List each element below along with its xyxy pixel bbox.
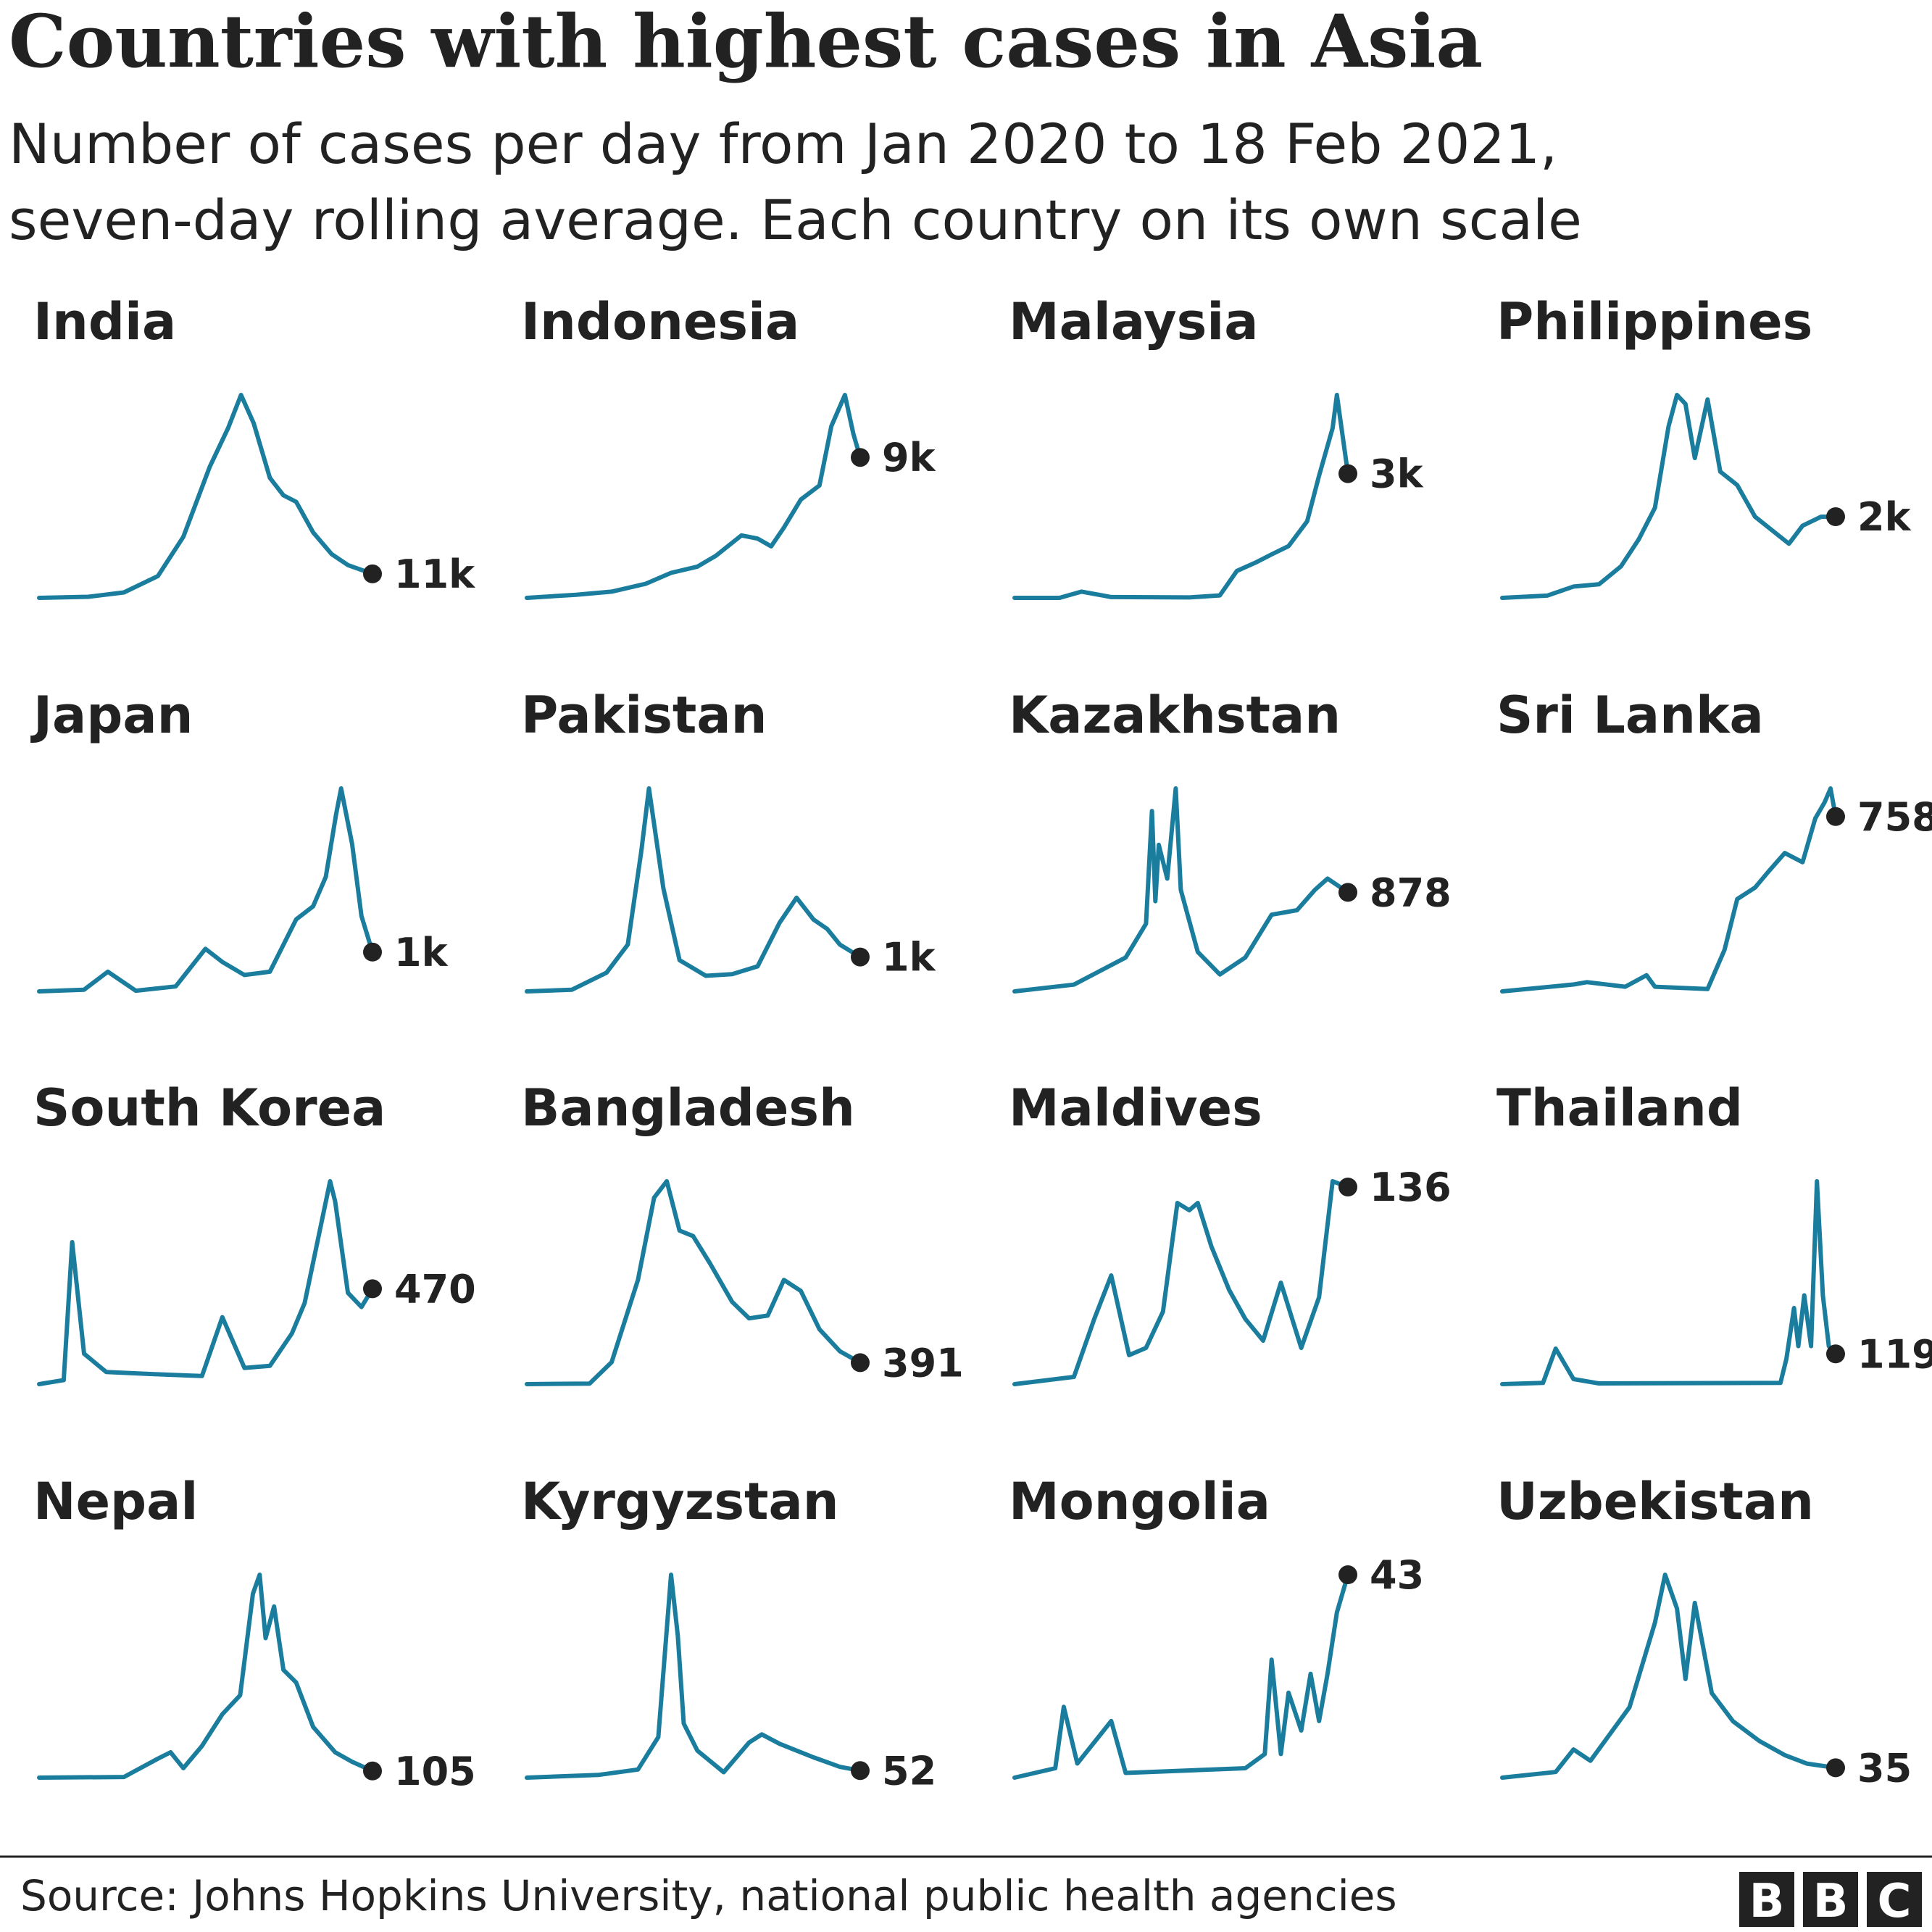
end-point-mongolia <box>1338 1565 1357 1584</box>
series-line-india <box>37 393 375 600</box>
panel-title-malaysia: Malaysia <box>1009 292 1259 351</box>
end-label-malaysia: 3k <box>1370 451 1424 497</box>
end-point-pakistan <box>851 947 870 967</box>
end-label-philippines: 2k <box>1857 494 1912 540</box>
chart-subtitle-line-1: Number of cases per day from Jan 2020 to… <box>9 112 1557 176</box>
panel-malaysia: Malaysia 3k <box>1009 292 1424 600</box>
series-line-japan <box>37 786 375 994</box>
panel-sri-lanka: Sri Lanka 758 <box>1496 686 1932 994</box>
source-note: Source: Johns Hopkins University, nation… <box>20 1871 1397 1920</box>
series-line-nepal <box>37 1573 375 1780</box>
series-line-maldives <box>1012 1179 1350 1386</box>
series-line-sri-lanka <box>1500 786 1838 994</box>
end-label-kazakhstan: 878 <box>1370 870 1452 915</box>
end-point-indonesia <box>851 448 870 467</box>
end-label-uzbekistan: 35 <box>1857 1745 1912 1791</box>
end-point-uzbekistan <box>1826 1758 1845 1778</box>
panel-title-thailand: Thailand <box>1496 1078 1743 1138</box>
end-point-bangladesh <box>851 1353 870 1373</box>
end-label-japan: 1k <box>394 930 449 975</box>
end-label-mongolia: 43 <box>1370 1552 1424 1598</box>
end-point-philippines <box>1826 507 1845 526</box>
end-label-sri-lanka: 758 <box>1857 794 1932 840</box>
end-label-nepal: 105 <box>394 1749 476 1794</box>
panel-title-philippines: Philippines <box>1496 292 1812 351</box>
chart-subtitle-line-2: seven-day rolling average. Each country … <box>9 188 1582 252</box>
end-label-maldives: 136 <box>1370 1165 1452 1210</box>
panel-title-kyrgyzstan: Kyrgyzstan <box>521 1472 839 1531</box>
panel-title-uzbekistan: Uzbekistan <box>1496 1472 1814 1531</box>
panel-maldives: Maldives 136 <box>1009 1078 1452 1386</box>
end-point-maldives <box>1338 1178 1357 1196</box>
end-label-india: 11k <box>394 551 475 597</box>
panel-uzbekistan: Uzbekistan 35 <box>1496 1472 1912 1791</box>
chart-title: Countries with highest cases in Asia <box>9 0 1483 84</box>
series-line-philippines <box>1500 393 1838 600</box>
panel-japan: Japan 1k <box>30 686 449 994</box>
end-point-malaysia <box>1338 464 1357 483</box>
end-label-south-korea: 470 <box>394 1266 476 1312</box>
series-line-thailand <box>1500 1179 1838 1386</box>
bbc-logo-box-2 <box>1803 1872 1858 1927</box>
panel-kazakhstan: Kazakhstan 878 <box>1009 686 1452 994</box>
panel-thailand: Thailand 119 <box>1496 1078 1932 1386</box>
series-line-indonesia <box>525 393 862 600</box>
end-point-kazakhstan <box>1338 883 1357 902</box>
end-label-kyrgyzstan: 52 <box>882 1748 936 1794</box>
bbc-logo-letter-3: C <box>1878 1875 1912 1928</box>
end-point-south-korea <box>363 1279 382 1299</box>
panel-title-mongolia: Mongolia <box>1009 1472 1270 1531</box>
end-label-pakistan: 1k <box>882 935 936 980</box>
end-label-thailand: 119 <box>1857 1331 1932 1377</box>
series-line-south-korea <box>37 1179 375 1386</box>
end-point-india <box>363 564 382 583</box>
panel-mongolia: Mongolia 43 <box>1009 1472 1424 1780</box>
end-label-bangladesh: 391 <box>882 1340 964 1386</box>
panel-title-kazakhstan: Kazakhstan <box>1009 686 1341 745</box>
series-line-pakistan <box>525 786 862 994</box>
series-line-malaysia <box>1012 393 1350 600</box>
panel-title-japan: Japan <box>30 686 193 745</box>
series-line-uzbekistan <box>1500 1573 1838 1780</box>
panel-title-pakistan: Pakistan <box>521 686 767 745</box>
panel-title-south-korea: South Korea <box>33 1078 386 1138</box>
panel-nepal: Nepal 105 <box>33 1472 476 1794</box>
panel-title-indonesia: Indonesia <box>521 292 799 351</box>
panel-title-maldives: Maldives <box>1009 1078 1262 1138</box>
bbc-logo: B B C <box>1739 1872 1922 1928</box>
end-point-kyrgyzstan <box>851 1761 870 1781</box>
panel-title-sri-lanka: Sri Lanka <box>1496 686 1764 745</box>
series-line-kazakhstan <box>1012 786 1350 994</box>
panel-kyrgyzstan: Kyrgyzstan 52 <box>521 1472 936 1794</box>
panel-india: India 11k <box>33 292 475 600</box>
series-line-mongolia <box>1012 1573 1350 1780</box>
panel-south-korea: South Korea 470 <box>33 1078 476 1386</box>
panel-pakistan: Pakistan 1k <box>521 686 936 994</box>
end-point-sri-lanka <box>1826 807 1845 826</box>
series-line-bangladesh <box>525 1179 862 1386</box>
series-line-kyrgyzstan <box>525 1573 862 1780</box>
bbc-logo-box-1 <box>1739 1872 1794 1927</box>
end-point-japan <box>363 942 382 962</box>
panel-title-nepal: Nepal <box>33 1472 198 1531</box>
panel-bangladesh: Bangladesh 391 <box>521 1078 964 1386</box>
panel-indonesia: Indonesia 9k <box>521 292 936 600</box>
panel-philippines: Philippines 2k <box>1496 292 1912 600</box>
end-point-thailand <box>1826 1344 1845 1364</box>
end-point-nepal <box>363 1761 382 1781</box>
bbc-logo-letter-2: B <box>1813 1875 1849 1928</box>
bbc-logo-box-3 <box>1867 1872 1922 1927</box>
end-label-indonesia: 9k <box>882 435 936 480</box>
panel-title-bangladesh: Bangladesh <box>521 1078 855 1138</box>
small-multiples-grid: India 11k Indonesia 9k Malaysia 3k Philippines… <box>30 292 1932 1794</box>
panel-title-india: India <box>33 292 176 351</box>
bbc-logo-letter-1: B <box>1749 1875 1785 1928</box>
